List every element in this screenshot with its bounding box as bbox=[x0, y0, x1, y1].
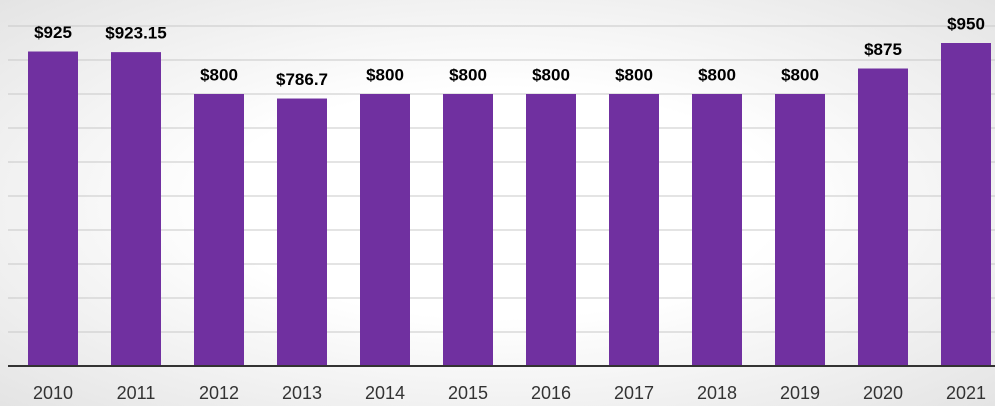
value-label: $875 bbox=[864, 40, 902, 59]
value-label: $800 bbox=[615, 65, 653, 84]
value-label: $800 bbox=[781, 65, 819, 84]
bar bbox=[194, 94, 244, 366]
x-tick-label: 2017 bbox=[614, 383, 654, 403]
bar bbox=[443, 94, 493, 366]
bar bbox=[941, 43, 991, 366]
x-tick-label: 2021 bbox=[946, 383, 986, 403]
x-tick-label: 2013 bbox=[282, 383, 322, 403]
value-label: $800 bbox=[698, 65, 736, 84]
x-tick-label: 2016 bbox=[531, 383, 571, 403]
value-label: $786.7 bbox=[276, 70, 328, 89]
x-tick-label: 2019 bbox=[780, 383, 820, 403]
bar bbox=[360, 94, 410, 366]
x-tick-label: 2011 bbox=[117, 383, 156, 403]
x-tick-label: 2020 bbox=[863, 383, 903, 403]
bar bbox=[111, 52, 161, 367]
bar bbox=[526, 94, 576, 366]
value-label: $800 bbox=[449, 65, 487, 84]
x-tick-label: 2010 bbox=[33, 383, 73, 403]
bar bbox=[28, 51, 78, 366]
value-label: $800 bbox=[532, 65, 570, 84]
x-tick-label: 2015 bbox=[448, 383, 488, 403]
x-tick-label: 2014 bbox=[365, 383, 405, 403]
value-label: $950 bbox=[947, 14, 985, 33]
value-label: $800 bbox=[200, 65, 238, 84]
bar bbox=[858, 68, 908, 366]
value-label: $925 bbox=[34, 23, 72, 42]
bar bbox=[277, 98, 327, 366]
x-tick-label: 2012 bbox=[199, 383, 239, 403]
bar bbox=[775, 94, 825, 366]
bar bbox=[692, 94, 742, 366]
value-label: $923.15 bbox=[105, 24, 166, 43]
bar bbox=[609, 94, 659, 366]
value-label: $800 bbox=[366, 65, 404, 84]
x-tick-label: 2018 bbox=[697, 383, 737, 403]
